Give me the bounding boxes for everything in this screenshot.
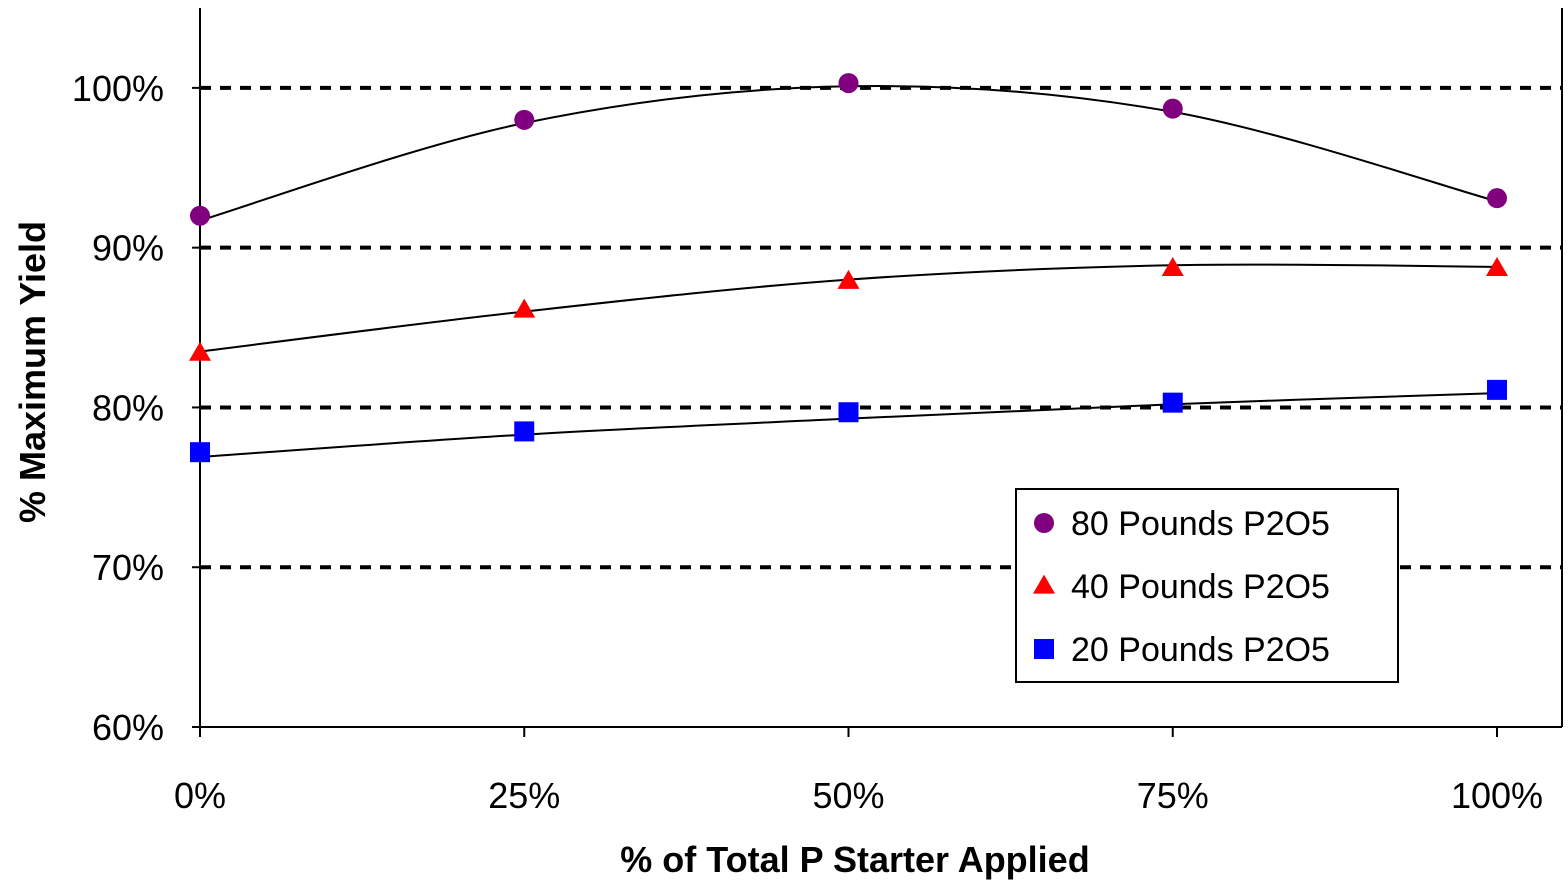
data-point-series-0 bbox=[514, 109, 535, 130]
data-point-series-0 bbox=[1162, 98, 1183, 119]
data-point-series-0 bbox=[1487, 188, 1507, 209]
data-point-series-1 bbox=[1486, 257, 1508, 277]
y-tick-label: 60% bbox=[92, 707, 164, 748]
data-points bbox=[189, 73, 1508, 463]
x-tick-label: 50% bbox=[812, 775, 884, 816]
legend-label: 20 Pounds P2O5 bbox=[1071, 631, 1330, 669]
data-point-series-2 bbox=[1162, 392, 1183, 413]
data-point-series-1 bbox=[189, 341, 211, 361]
x-tick-label: 75% bbox=[1137, 775, 1209, 816]
data-point-series-0 bbox=[190, 205, 210, 226]
data-point-series-1 bbox=[837, 269, 860, 289]
data-point-series-2 bbox=[514, 421, 535, 442]
legend-label: 40 Pounds P2O5 bbox=[1071, 568, 1330, 606]
x-tick-label: 25% bbox=[488, 775, 560, 816]
legend-marker bbox=[1034, 639, 1054, 659]
y-axis-title: % Maximum Yield bbox=[12, 221, 53, 523]
x-tick-label: 0% bbox=[174, 775, 226, 816]
data-point-series-2 bbox=[190, 442, 210, 463]
trendline-series-0 bbox=[199, 85, 1498, 222]
data-point-series-2 bbox=[838, 402, 859, 423]
x-axis-title: % of Total P Starter Applied bbox=[620, 839, 1089, 880]
y-tick-label: 100% bbox=[72, 68, 164, 109]
grid bbox=[200, 85, 1562, 570]
legend-marker bbox=[1033, 574, 1055, 594]
legend-label: 80 Pounds P2O5 bbox=[1071, 505, 1330, 543]
data-point-series-0 bbox=[838, 73, 859, 94]
y-tick-label: 70% bbox=[92, 547, 164, 588]
y-tick-label: 90% bbox=[92, 228, 164, 269]
legend-marker bbox=[1034, 513, 1054, 533]
data-point-series-1 bbox=[1161, 257, 1184, 277]
legend: 80 Pounds P2O5 40 Pounds P2O5 20 Pounds P2… bbox=[1015, 488, 1399, 683]
legend-box bbox=[1015, 488, 1399, 683]
data-point-series-1 bbox=[513, 298, 536, 318]
y-tick-label: 80% bbox=[92, 387, 164, 428]
x-tick-label: 100% bbox=[1451, 775, 1543, 816]
data-point-series-2 bbox=[1487, 379, 1507, 400]
ticks: 60% 70% 80% 90% 100% 0% 25% 50% 75% 100% bbox=[72, 68, 1543, 816]
axes bbox=[199, 8, 1563, 728]
